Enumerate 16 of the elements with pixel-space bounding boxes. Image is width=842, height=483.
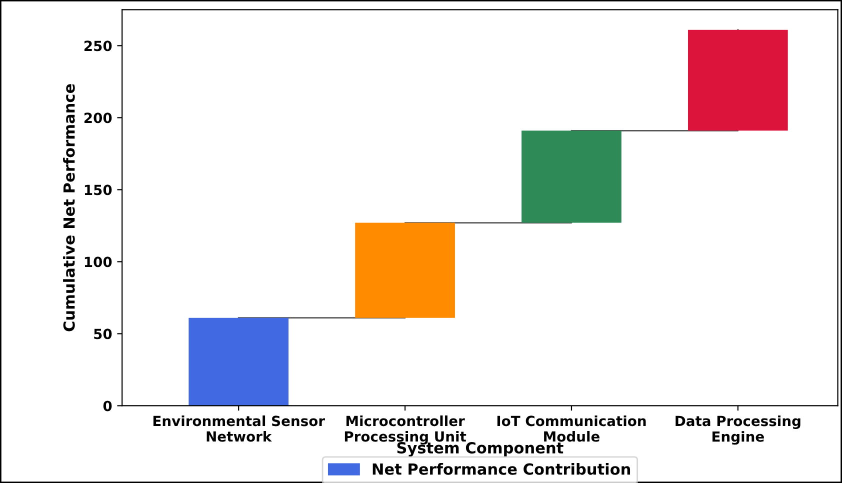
y-tick-label: 250 (84, 40, 112, 52)
x-tick-label: Environmental Sensor Network (153, 415, 325, 442)
y-tick-label: 50 (94, 328, 112, 340)
bar (522, 130, 622, 223)
x-tick-label: Data Processing Engine (676, 415, 800, 445)
bar (688, 30, 788, 131)
bar (355, 222, 455, 318)
y-tick-label: 150 (84, 184, 112, 196)
y-tick-label: 0 (103, 400, 112, 412)
y-tick-label: 200 (84, 112, 112, 124)
x-axis-title: System Component (397, 442, 564, 457)
y-tick-label: 100 (84, 256, 112, 268)
bar (188, 318, 289, 406)
y-axis-title: Cumulative Net Performance (63, 84, 75, 332)
legend-label: Net Performance Contribution (372, 463, 630, 475)
x-tick-label: IoT Communication Module (497, 415, 646, 442)
